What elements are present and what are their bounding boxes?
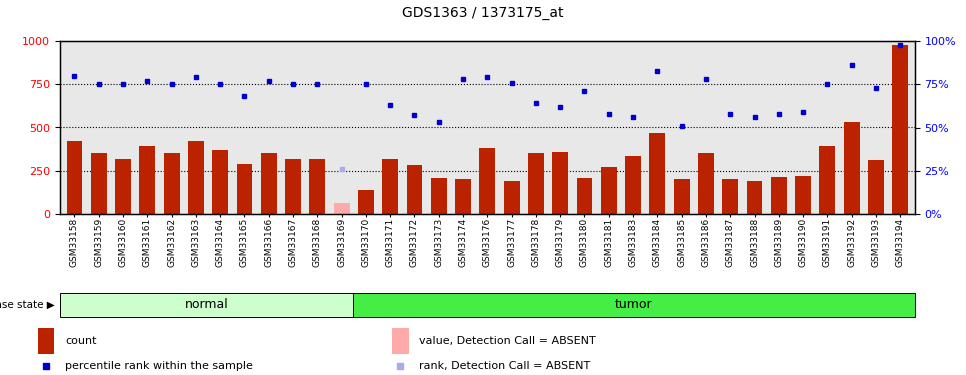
Text: tumor: tumor	[615, 298, 653, 311]
Bar	[237, 164, 252, 214]
Bar	[455, 179, 471, 214]
Bar	[771, 177, 786, 214]
Bar	[698, 153, 714, 214]
Bar	[333, 203, 350, 214]
Text: percentile rank within the sample: percentile rank within the sample	[66, 362, 253, 371]
Bar	[139, 147, 156, 214]
Bar	[795, 176, 811, 214]
Bar	[649, 133, 666, 214]
Bar	[309, 159, 326, 214]
Bar	[893, 45, 908, 214]
Bar	[60, 292, 353, 317]
Text: disease state ▶: disease state ▶	[0, 300, 55, 310]
Bar	[601, 167, 616, 214]
Bar	[383, 159, 398, 214]
Bar	[392, 328, 409, 354]
Bar	[577, 177, 592, 214]
Bar	[723, 179, 738, 214]
Bar	[625, 156, 641, 214]
Text: rank, Detection Call = ABSENT: rank, Detection Call = ABSENT	[419, 362, 590, 371]
Bar	[358, 190, 374, 214]
Bar	[553, 152, 568, 214]
Bar	[163, 153, 180, 214]
Bar	[38, 328, 54, 354]
Bar	[261, 153, 276, 214]
Bar	[479, 148, 496, 214]
Bar	[407, 165, 422, 214]
Bar	[528, 153, 544, 214]
Bar	[188, 141, 204, 214]
Bar	[115, 159, 131, 214]
Bar	[747, 181, 762, 214]
Bar	[819, 147, 836, 214]
Text: value, Detection Call = ABSENT: value, Detection Call = ABSENT	[419, 336, 596, 346]
Bar	[91, 153, 106, 214]
Text: count: count	[66, 336, 97, 346]
Bar	[868, 160, 884, 214]
Bar	[503, 181, 520, 214]
Bar	[673, 179, 690, 214]
Bar	[353, 292, 915, 317]
Text: normal: normal	[185, 298, 228, 311]
Bar	[843, 122, 860, 214]
Bar	[285, 159, 301, 214]
Bar	[67, 141, 82, 214]
Text: GDS1363 / 1373175_at: GDS1363 / 1373175_at	[402, 6, 564, 20]
Bar	[213, 150, 228, 214]
Bar	[431, 177, 446, 214]
